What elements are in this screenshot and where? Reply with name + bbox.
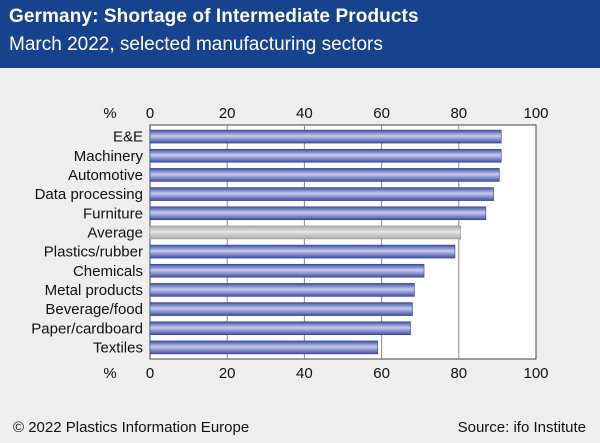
tick-label-top: 0 [146, 105, 154, 122]
source-text: Source: ifo Institute [457, 419, 586, 436]
category-label: Textiles [93, 339, 143, 356]
tick-label-bottom: 40 [296, 365, 313, 382]
chart-subtitle: March 2022, selected manufacturing secto… [9, 34, 383, 55]
axis-unit-top: % [103, 105, 116, 122]
tick-label-bottom: 20 [219, 365, 236, 382]
bar-10 [149, 321, 411, 336]
bar-8 [149, 283, 415, 297]
tick-label-bottom: 0 [146, 365, 154, 382]
category-label: Chemicals [73, 263, 143, 280]
bar-9 [149, 302, 413, 316]
bar-1 [149, 148, 502, 163]
bar-0 [149, 129, 502, 144]
axis-unit-bottom: % [103, 365, 116, 382]
tick-label-top: 20 [219, 105, 236, 122]
category-label: Plastics/rubber [44, 244, 143, 261]
category-label: Machinery [74, 148, 144, 165]
category-label: Automotive [68, 167, 143, 184]
top-tick-labels: 0 20 40 60 80 100 [146, 105, 549, 122]
tick-label-bottom: 100 [523, 365, 548, 382]
category-label: Beverage/food [45, 301, 143, 318]
category-label: E&E [113, 129, 143, 146]
chart-header: Germany: Shortage of Intermediate Produc… [0, 0, 600, 68]
bar-7 [149, 263, 425, 278]
bar-11 [149, 340, 379, 355]
tick-label-top: 80 [450, 105, 467, 122]
bar-chart: E&E Machinery Automotive Data processing Fur… [31, 105, 549, 382]
category-label: Furniture [83, 205, 143, 222]
bottom-tick-labels: 0 20 40 60 80 100 [146, 365, 549, 382]
bar-6 [149, 244, 456, 259]
tick-label-bottom: 80 [450, 365, 467, 382]
grid-lines [226, 125, 460, 359]
tick-label-top: 100 [523, 105, 548, 122]
bar-4 [149, 206, 487, 221]
category-label: Average [87, 224, 143, 241]
bar-5 [149, 225, 462, 240]
category-label: Metal products [45, 282, 143, 299]
copyright-text: © 2022 Plastics Information Europe [13, 419, 250, 436]
bar-3 [149, 187, 494, 201]
bar-2 [149, 168, 500, 182]
category-labels: E&E Machinery Automotive Data processing Fur… [31, 129, 143, 357]
chart-title: Germany: Shortage of Intermediate Produc… [9, 6, 419, 27]
category-label: Data processing [35, 186, 143, 203]
bars-group [149, 129, 502, 355]
tick-label-top: 40 [296, 105, 313, 122]
tick-label-bottom: 60 [373, 365, 390, 382]
plot-area [149, 124, 537, 360]
category-label: Paper/cardboard [31, 320, 143, 337]
tick-label-top: 60 [373, 105, 390, 122]
